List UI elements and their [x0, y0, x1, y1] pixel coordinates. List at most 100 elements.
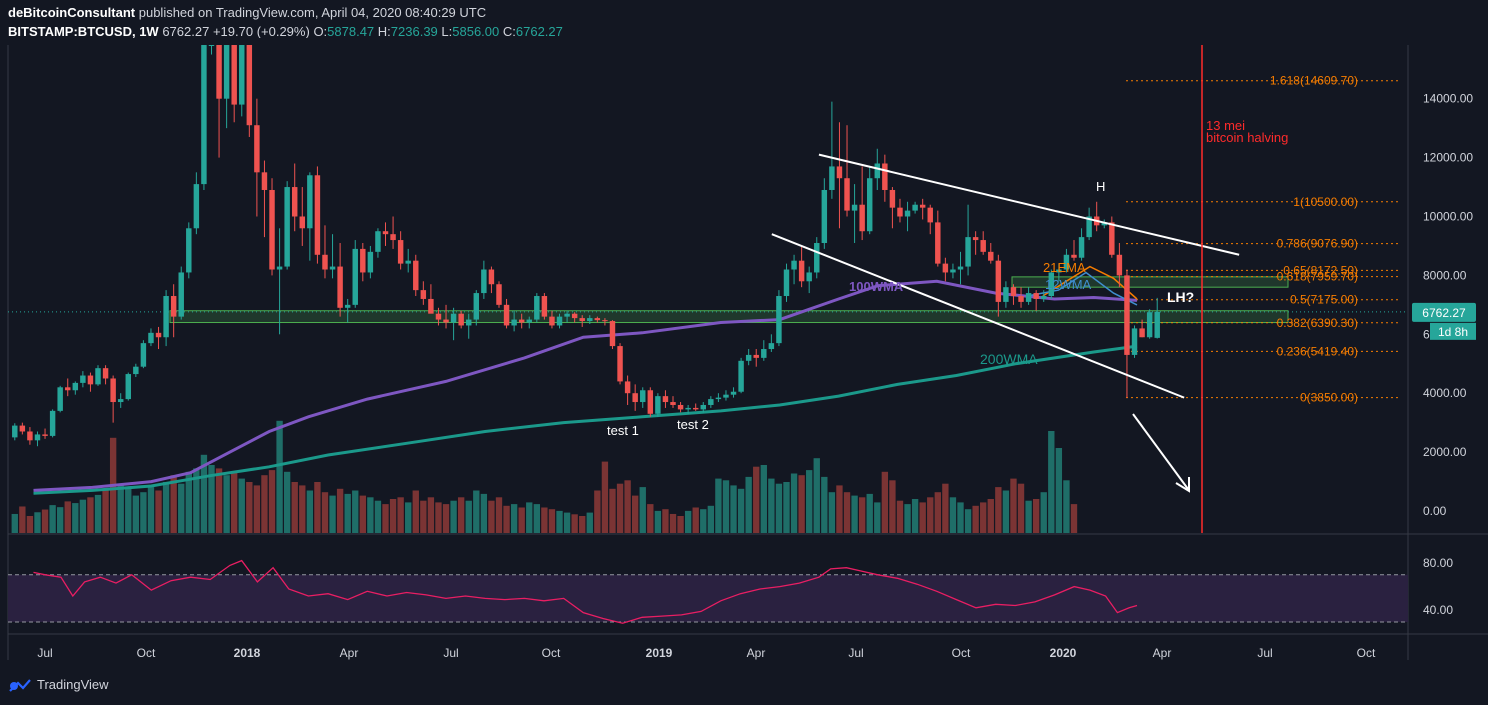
candle-body	[912, 204, 918, 211]
price-tick: 4000.00	[1423, 386, 1467, 400]
symbol-name[interactable]: BITSTAMP:BTCUSD, 1W	[8, 24, 159, 39]
volume-bar	[102, 490, 109, 533]
volume-bar	[193, 468, 200, 533]
volume-bar	[185, 471, 192, 533]
time-tick: Jul	[848, 646, 863, 660]
candle-body	[458, 313, 464, 326]
close-value: 6762.27	[515, 24, 563, 39]
volume-bar	[541, 507, 548, 533]
candle-body	[382, 231, 389, 235]
candle-body	[314, 175, 321, 255]
candle-body	[276, 266, 283, 270]
last-price-badge	[1412, 302, 1476, 322]
candle-body	[1010, 287, 1017, 297]
candle-body	[942, 263, 949, 273]
volume-bar	[117, 485, 124, 533]
ema21-label: 21EMA	[1043, 260, 1086, 275]
candle-body	[72, 382, 79, 391]
volume-bar	[41, 509, 49, 533]
volume-bar	[1017, 483, 1025, 533]
candle-body	[110, 378, 116, 403]
candle-body	[549, 316, 555, 326]
volume-bar	[125, 488, 132, 533]
high-label: H:	[377, 24, 391, 39]
volume-bar	[329, 495, 336, 533]
candle-body	[420, 290, 427, 299]
volume-bar	[94, 494, 102, 533]
volume-bar	[1055, 448, 1063, 533]
fib-label: 0.65(8172.50)	[1283, 263, 1358, 277]
candle-body	[874, 163, 881, 179]
volume-bar	[389, 499, 397, 533]
candle-body	[579, 318, 585, 322]
time-tick: Oct	[137, 646, 156, 660]
price-tick: 8000.00	[1423, 268, 1467, 282]
time-tick: 2020	[1050, 646, 1077, 660]
candle-body	[443, 319, 449, 323]
candle-body	[836, 166, 843, 179]
volume-bar	[336, 488, 344, 533]
volume-bar	[72, 503, 79, 533]
candle-body	[640, 390, 646, 403]
volume-bar	[231, 471, 238, 533]
moving-averages	[33, 265, 1138, 495]
down-arrow-shaft	[1132, 413, 1189, 490]
volume-bar	[19, 506, 26, 533]
publish-info: published on TradingView.com, April 04, …	[138, 5, 487, 20]
candle-body	[1116, 254, 1123, 276]
tradingview-logo-icon	[9, 678, 31, 692]
candle-body	[95, 368, 101, 385]
candle-body	[1041, 296, 1047, 299]
price-tick: 0.00	[1423, 504, 1447, 518]
candle-body	[935, 222, 941, 264]
volume-bar	[276, 420, 283, 533]
candle-body	[927, 207, 933, 223]
candle-body	[367, 251, 374, 273]
volume-bar	[49, 505, 56, 533]
volume-bar	[457, 497, 465, 533]
volume-bar	[140, 492, 147, 533]
price-tick: 2000.00	[1423, 445, 1467, 459]
candle-body	[155, 332, 162, 338]
candle-body	[609, 321, 616, 347]
fib-label: 1.618(14609.70)	[1270, 74, 1358, 88]
candle-body	[216, 45, 222, 99]
tradingview-brand[interactable]: TradingView	[8, 677, 109, 692]
volume-bar	[609, 488, 616, 533]
volume-bar	[1032, 499, 1040, 533]
candle-body	[322, 254, 328, 270]
rsi-band	[8, 574, 1408, 622]
volume-bars	[11, 420, 1078, 533]
candle-body	[768, 343, 775, 350]
head-label: H	[1096, 179, 1105, 194]
candle-body	[102, 368, 109, 379]
candle-body	[556, 316, 563, 326]
time-tick: Jul	[37, 646, 52, 660]
volume-bar	[942, 483, 949, 533]
volume-bar	[503, 505, 510, 533]
candle-body	[904, 210, 911, 217]
candle-body	[488, 269, 495, 285]
candle-body	[882, 163, 888, 190]
candle-body	[851, 204, 858, 211]
volume-bar	[730, 485, 737, 533]
volume-bar	[624, 480, 631, 533]
volume-bar	[972, 505, 979, 533]
volume-bar	[1048, 431, 1055, 533]
candle-body	[730, 391, 737, 395]
candle-body	[65, 387, 71, 391]
rsi-line	[33, 559, 1138, 624]
candle-body	[798, 260, 805, 282]
candle-body	[859, 204, 865, 232]
author-name[interactable]: deBitcoinConsultant	[8, 5, 136, 20]
fib-label: 0.382(6390.30)	[1277, 316, 1358, 330]
volume-bar	[495, 497, 503, 533]
candle-body	[1018, 296, 1024, 302]
candle-body	[564, 313, 570, 317]
volume-bar	[964, 509, 972, 533]
rsi-tick: 80.00	[1423, 556, 1453, 570]
candle-body	[34, 434, 41, 441]
time-tick: Apr	[340, 646, 359, 660]
